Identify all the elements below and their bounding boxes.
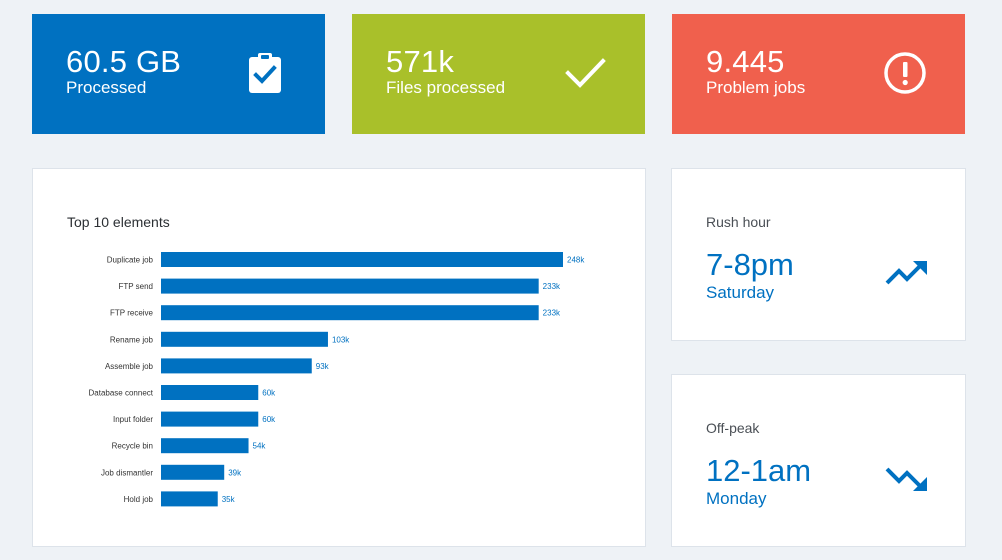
bar[interactable] [161, 438, 249, 454]
stat-value: 9.445 [706, 44, 785, 79]
value-label: 233k [543, 282, 561, 291]
trend-down-icon [885, 467, 927, 491]
category-label: Rename job [110, 335, 154, 344]
category-label: Duplicate job [107, 256, 154, 265]
category-label: Input folder [113, 415, 153, 424]
rush-hour-title: Rush hour [706, 214, 771, 230]
value-label: 93k [316, 362, 330, 371]
top-elements-panel: Top 10 elements Duplicate job 248k FTP sen… [32, 168, 646, 547]
off-peak-title: Off-peak [706, 420, 760, 436]
stat-label: Problem jobs [706, 78, 806, 97]
bar[interactable] [161, 411, 259, 427]
value-label: 60k [262, 415, 276, 424]
stat-value: 60.5 GB [66, 44, 182, 79]
top-elements-bar-chart: Duplicate job 248k FTP send 233k FTP receive… [89, 252, 585, 507]
category-label: Hold job [124, 495, 154, 504]
category-label: Recycle bin [112, 442, 153, 451]
bar[interactable] [161, 252, 563, 267]
bar[interactable] [161, 358, 312, 374]
bar[interactable] [161, 305, 539, 321]
stat-card-problem-jobs: 9.445 Problem jobs [672, 14, 965, 134]
stat-card-files: 571k Files processed [352, 14, 645, 134]
value-label: 233k [543, 309, 561, 318]
chart-title: Top 10 elements [67, 214, 170, 230]
off-peak-value: 12-1am [706, 453, 812, 488]
stat-label: Files processed [386, 78, 506, 97]
bar[interactable] [161, 331, 328, 347]
rush-hour-panel: Rush hour 7-8pm Saturday [671, 168, 966, 341]
value-label: 60k [262, 389, 276, 398]
stat-value: 571k [386, 44, 455, 79]
stat-label: Processed [66, 78, 147, 97]
trend-up-icon [885, 261, 927, 285]
value-label: 103k [332, 335, 350, 344]
value-label: 54k [253, 442, 267, 451]
category-label: FTP receive [110, 309, 154, 318]
category-label: FTP send [118, 282, 153, 291]
bar[interactable] [161, 385, 259, 400]
bar[interactable] [161, 491, 218, 507]
stat-card-processed: 60.5 GB Processed [32, 14, 325, 134]
bar[interactable] [161, 464, 225, 480]
value-label: 35k [222, 495, 236, 504]
category-label: Assemble job [105, 362, 154, 371]
category-label: Database connect [89, 389, 154, 398]
off-peak-day: Monday [706, 489, 767, 508]
off-peak-panel: Off-peak 12-1am Monday [671, 374, 966, 547]
value-label: 248k [567, 256, 585, 265]
alert-circle-icon [884, 52, 926, 94]
category-label: Job dismantler [101, 468, 153, 477]
checkmark-icon [565, 58, 606, 88]
bar[interactable] [161, 278, 539, 294]
rush-hour-day: Saturday [706, 283, 775, 302]
rush-hour-value: 7-8pm [706, 247, 794, 282]
value-label: 39k [228, 468, 242, 477]
clipboard-check-icon [249, 53, 281, 93]
